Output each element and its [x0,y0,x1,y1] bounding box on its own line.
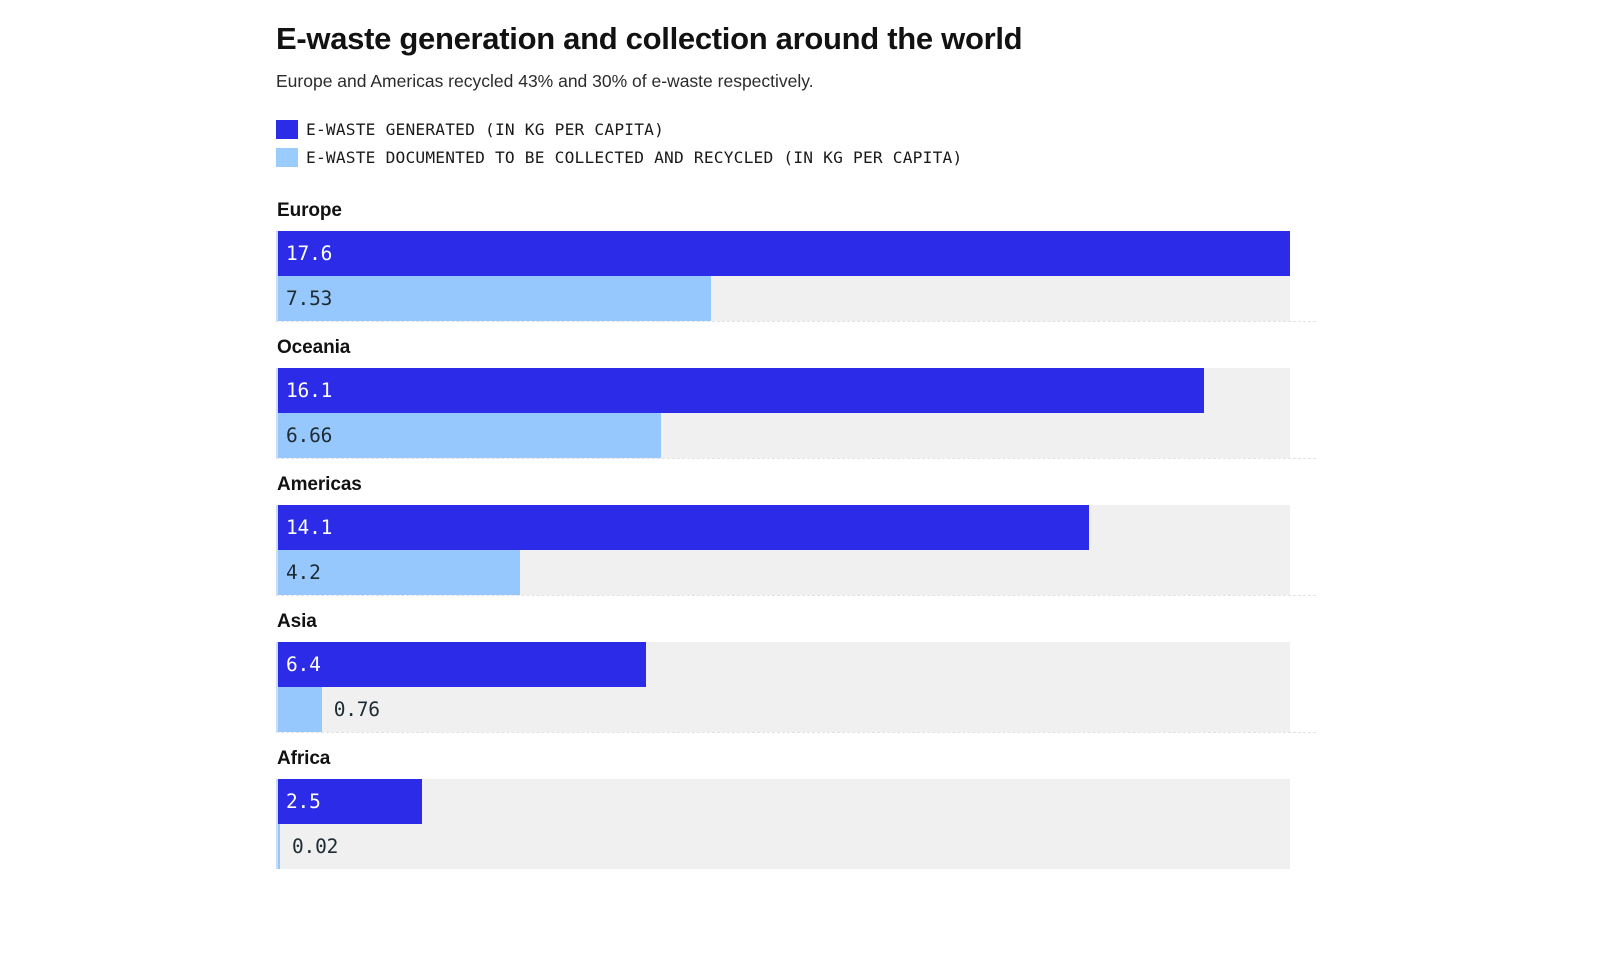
page-title: E-waste generation and collection around… [276,21,1023,56]
bar-fill-collected[interactable] [278,276,711,321]
region-label: Asia [277,611,317,632]
legend-item-generated: E-WASTE GENERATED (IN KG PER CAPITA) [276,115,1316,143]
bar-fill-collected[interactable] [278,824,280,869]
bar-fill-generated[interactable] [278,505,1089,550]
region-label: Americas [277,474,362,495]
region-list: Europe 17.6 7.53 Oceania 16.1 6.66 Americas 14.… [276,185,1316,869]
bar-track-generated[interactable]: 16.1 [278,368,1290,413]
bar-track-collected[interactable]: 0.02 [278,824,1290,869]
bar-fill-collected[interactable] [278,687,322,732]
region-bars: 6.4 0.76 [276,642,1290,732]
region-label: Africa [277,748,331,769]
legend-swatch-collected-icon [276,147,298,167]
bar-track-generated[interactable]: 17.6 [278,231,1290,276]
region-bars: 2.5 0.02 [276,779,1290,869]
region-group: Europe 17.6 7.53 [276,185,1316,321]
chart-legend: E-WASTE GENERATED (IN KG PER CAPITA) E-W… [276,115,1316,171]
bar-fill-generated[interactable] [278,368,1204,413]
bar-value-collected: 0.02 [292,835,339,858]
bar-track-generated[interactable]: 14.1 [278,505,1290,550]
bar-track-collected[interactable]: 7.53 [278,276,1290,321]
bar-track-collected[interactable]: 0.76 [278,687,1290,732]
bar-track-generated[interactable]: 2.5 [278,779,1290,824]
region-bars: 14.1 4.2 [276,505,1290,595]
chart-container: E-waste generation and collection around… [276,0,1316,869]
bar-track-collected[interactable]: 6.66 [278,413,1290,458]
region-group: Oceania 16.1 6.66 [276,321,1316,458]
bar-value-collected: 0.76 [333,698,380,721]
legend-item-collected: E-WASTE DOCUMENTED TO BE COLLECTED AND R… [276,143,1316,171]
bar-fill-generated[interactable] [278,779,422,824]
bar-fill-generated[interactable] [278,231,1290,276]
legend-label-collected: E-WASTE DOCUMENTED TO BE COLLECTED AND R… [306,147,963,167]
region-bars: 17.6 7.53 [276,231,1290,321]
chart-subtitle: Europe and Americas recycled 43% and 30%… [276,71,814,91]
bar-fill-collected[interactable] [278,550,520,595]
region-label: Europe [277,200,342,221]
region-bars: 16.1 6.66 [276,368,1290,458]
region-group: Americas 14.1 4.2 [276,458,1316,595]
bar-fill-generated[interactable] [278,642,646,687]
bar-fill-collected[interactable] [278,413,661,458]
region-group: Africa 2.5 0.02 [276,732,1316,869]
bar-track-generated[interactable]: 6.4 [278,642,1290,687]
bar-track-collected[interactable]: 4.2 [278,550,1290,595]
legend-label-generated: E-WASTE GENERATED (IN KG PER CAPITA) [306,119,665,139]
region-label: Oceania [277,337,351,358]
legend-swatch-generated-icon [276,119,298,139]
region-group: Asia 6.4 0.76 [276,595,1316,732]
